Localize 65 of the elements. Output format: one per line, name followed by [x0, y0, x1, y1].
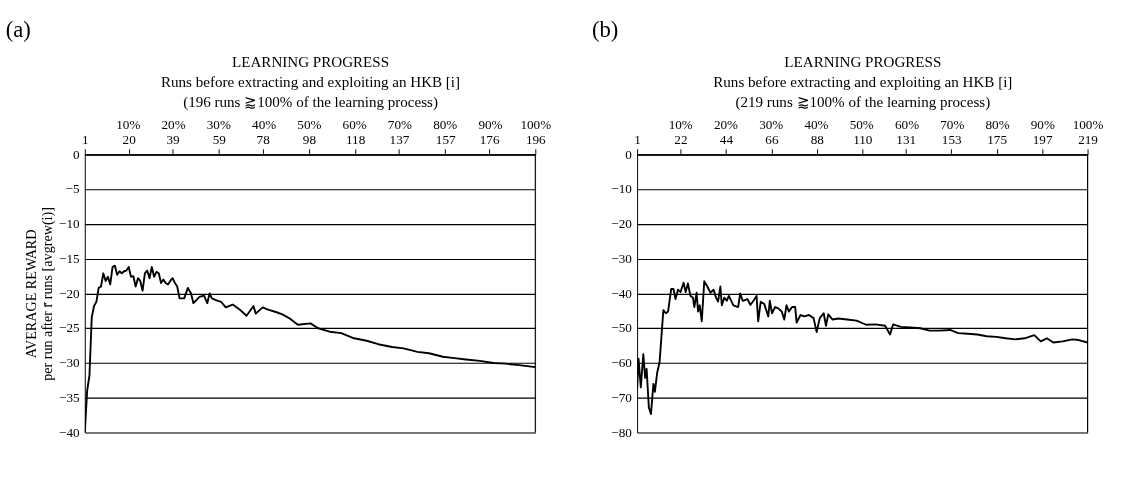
x2-tick-label: 70%	[387, 117, 413, 133]
y-tick-label: −10	[59, 216, 81, 232]
y-tick-label: −20	[611, 216, 633, 232]
chart-title: (b)	[591, 16, 619, 42]
x-tick-label: 219	[1078, 131, 1099, 147]
y-tick-label: −80	[611, 424, 633, 440]
x-tick-label: 157	[435, 131, 456, 147]
x2-tick-label: 30%	[206, 117, 231, 133]
y-tick-label: −70	[611, 389, 633, 405]
x-tick-label: 118	[345, 131, 366, 147]
y-tick-label: −40	[59, 424, 81, 440]
x-tick-label: 197	[1032, 131, 1053, 147]
x2-tick-label: 60%	[342, 117, 367, 133]
x2-tick-label: 50%	[297, 117, 322, 133]
y-tick-label: −50	[611, 320, 633, 336]
y-tick-label: −25	[59, 320, 81, 336]
x-tick-label: 78	[256, 131, 271, 147]
x-tick-label: 98	[302, 131, 317, 147]
x-tick-label: 59	[212, 131, 227, 147]
y-tick-label: −5	[65, 181, 81, 197]
x2-tick-label: 40%	[252, 117, 277, 133]
y-tick-label: −60	[611, 355, 633, 371]
x2-tick-label: 40%	[804, 117, 829, 133]
x-tick-label: 137	[389, 131, 410, 147]
x2-tick-label: 80%	[433, 117, 458, 133]
x-tick-label: 131	[896, 131, 917, 147]
x2-tick-label: 60%	[894, 117, 920, 133]
x-tick-label: 176	[479, 131, 500, 147]
x-axis-title: LEARNING PROGRESS Runs before extracting and exploiting an HKB [i] (219 runs ⪆100% of the learning process)	[713, 54, 1013, 111]
y-tick-label: −40	[611, 285, 633, 301]
x-tick-label: 110	[853, 131, 873, 147]
x2-tick-label: 70%	[940, 117, 965, 133]
x-tick-label: 66	[765, 131, 779, 147]
x-tick-label: 39	[166, 131, 181, 147]
y-tick-label: −10	[611, 181, 633, 197]
x2-tick-label: 20%	[713, 117, 739, 133]
x-tick-label: 1	[634, 131, 641, 147]
y-tick-label: −30	[59, 355, 81, 371]
y-tick-label: −20	[59, 285, 81, 301]
x-tick-label: 44	[719, 131, 734, 147]
x-tick-label: 22	[674, 131, 688, 147]
y-tick-label: −35	[59, 389, 81, 405]
x2-tick-label: 10%	[116, 117, 141, 133]
x2-tick-label: 80%	[985, 117, 1010, 133]
x-tick-label: 88	[810, 131, 825, 147]
x2-tick-label: 10%	[668, 117, 693, 133]
y-tick-label: −15	[59, 250, 81, 266]
y-tick-label: 0	[73, 146, 81, 162]
x2-tick-label: 50%	[849, 117, 874, 133]
x-tick-label: 196	[525, 131, 547, 147]
x2-tick-label: 90%	[1030, 117, 1055, 133]
x2-tick-label: 90%	[478, 117, 503, 133]
x-axis-title: LEARNING PROGRESS Runs before extracting and exploiting an HKB [i] (196 runs ⪆100% of the learning process)	[160, 54, 461, 111]
chart-title: (a)	[5, 16, 31, 42]
x2-tick-label: 20%	[161, 117, 186, 133]
x2-tick-label: 100%	[520, 117, 552, 133]
x-tick-label: 20	[122, 131, 137, 147]
x2-tick-label: 100%	[1072, 117, 1104, 133]
y-tick-label: −30	[611, 250, 633, 266]
x-tick-label: 175	[987, 131, 1008, 147]
y-axis-title: AVERAGE REWARD per run after r̄ runs [avgrew(i)]	[23, 207, 57, 381]
x2-tick-label: 30%	[759, 117, 784, 133]
x-tick-label: 1	[82, 131, 89, 147]
y-tick-label: 0	[625, 146, 633, 162]
x-tick-label: 153	[941, 131, 962, 147]
